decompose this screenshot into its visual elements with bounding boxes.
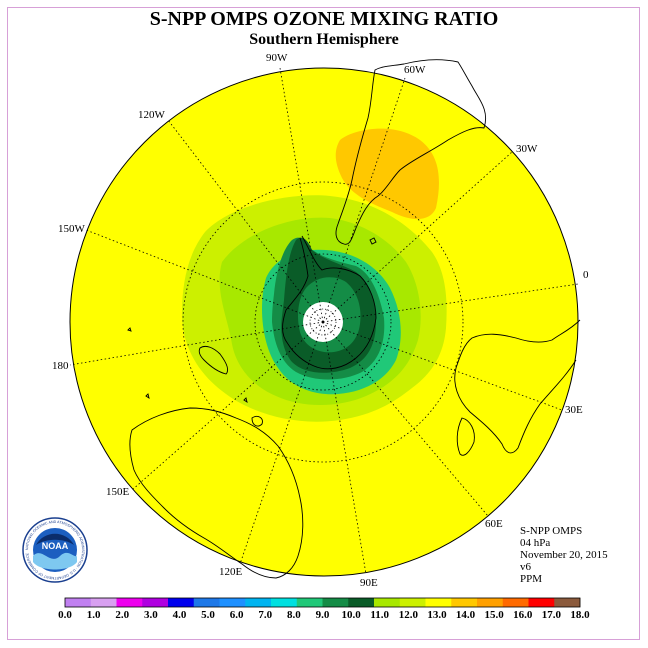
colorbar-swatch — [374, 598, 401, 607]
meridian-90e — [322, 321, 367, 575]
lon-label: 30E — [565, 404, 583, 416]
colorbar-tick-label: 13.0 — [427, 609, 447, 621]
colorbar-swatch — [168, 598, 195, 607]
colorbar-tick-label: 12.0 — [399, 609, 419, 621]
colorbar-swatch — [142, 598, 169, 607]
meridian-60w — [322, 77, 406, 323]
colorbar-swatch — [219, 598, 246, 607]
lon-label: 180 — [52, 360, 69, 372]
colorbar-swatch — [425, 598, 452, 607]
colorbar-tick-label: 18.0 — [570, 609, 590, 621]
colorbar-tick-label: 14.0 — [456, 609, 476, 621]
colorbar-swatch — [90, 598, 117, 607]
colorbar-tick-label: 7.0 — [258, 609, 272, 621]
colorbar-swatch — [502, 598, 529, 607]
lon-label: 60W — [404, 64, 426, 76]
colorbar-swatch — [296, 598, 323, 607]
coast-australia — [129, 407, 304, 579]
colorbar-swatch — [477, 598, 504, 607]
figure-border — [7, 7, 640, 640]
colorbar-tick-label: 6.0 — [230, 609, 244, 621]
colorbar-tick-label: 15.0 — [485, 609, 505, 621]
coast-south-america — [335, 59, 486, 245]
info-version: v6 — [520, 561, 531, 573]
figure-subtitle: Southern Hemisphere — [249, 31, 399, 48]
info-date: November 20, 2015 — [520, 549, 608, 561]
info-level: 04 hPa — [520, 537, 551, 549]
colorbar-swatch — [193, 598, 220, 607]
coast-africa — [454, 319, 581, 454]
colorbar-swatch — [322, 598, 349, 607]
logo-text: NOAA — [42, 541, 69, 551]
coast-madagascar — [456, 417, 475, 456]
colorbar-tick-label: 0.0 — [58, 609, 72, 621]
colorbar-tick-label: 8.0 — [287, 609, 301, 621]
meridian-180 — [69, 321, 324, 366]
meridian-60e — [322, 321, 489, 517]
colorbar: 0.0 1.0 2.0 3.0 4.0 5.0 6.0 7.0 8.0 9.0 10.0 11.0 12… — [58, 597, 590, 621]
colorbar-outline — [64, 597, 581, 608]
colorbar-swatch — [65, 598, 92, 607]
colorbar-tick-label: 11.0 — [370, 609, 389, 621]
info-block: S-NPP OMPS 04 hPa November 20, 2015 v6 P… — [520, 525, 608, 585]
map-outline — [69, 67, 579, 577]
info-instrument: S-NPP OMPS — [520, 525, 583, 537]
info-units: PPM — [520, 573, 543, 585]
colorbar-swatch — [554, 598, 581, 607]
colorbar-tick-label: 3.0 — [144, 609, 158, 621]
meridian-120e — [239, 321, 324, 565]
colorbar-tick-label: 17.0 — [542, 609, 562, 621]
meridian-120w — [167, 119, 324, 323]
colorbar-tick-label: 10.0 — [341, 609, 361, 621]
longitude-labels: 90W 60W 30W 0 30E 60E 90E 120E 150E 180 … — [52, 52, 589, 589]
colorbar-swatch — [245, 598, 272, 607]
colorbar-tick-label: 9.0 — [316, 609, 330, 621]
colorbar-swatch — [528, 598, 555, 607]
coast-antarctica — [282, 235, 377, 370]
coast-falklands — [369, 237, 377, 245]
logo-wave — [33, 552, 77, 570]
lon-label: 120E — [219, 566, 243, 578]
colorbar-swatch — [271, 598, 298, 607]
graticule — [69, 67, 579, 575]
noaa-logo: NOAA NATIONAL OCEANIC AND ATMOSPHERIC AD… — [22, 517, 88, 583]
coast-new-zealand — [198, 345, 229, 375]
colorbar-tick-label: 1.0 — [87, 609, 101, 621]
lon-label: 90E — [360, 577, 378, 589]
parallel-inner — [254, 253, 392, 391]
lon-label: 30W — [516, 143, 538, 155]
parallel-middle — [182, 181, 464, 463]
meridian-0 — [322, 283, 579, 323]
pole-graticule — [309, 308, 337, 336]
colorbar-swatch — [116, 598, 143, 607]
colorbar-swatch — [399, 598, 426, 607]
colorbar-swatch — [348, 598, 375, 607]
contour-orange-patch — [335, 128, 439, 220]
coast-islands — [127, 327, 248, 404]
logo-bird — [36, 533, 74, 545]
colorbar-tick-label: 4.0 — [173, 609, 187, 621]
lon-label: 90W — [266, 52, 288, 64]
colorbar-tick-label: 5.0 — [201, 609, 215, 621]
lon-label: 150E — [106, 486, 130, 498]
colorbar-tick-label: 2.0 — [115, 609, 129, 621]
lon-label: 60E — [485, 518, 503, 530]
figure-title: S-NPP OMPS OZONE MIXING RATIO — [149, 8, 499, 30]
coast-tasmania — [251, 415, 263, 427]
colorbar-tick-label: 16.0 — [513, 609, 533, 621]
coastlines — [127, 59, 581, 579]
meridian-30e — [322, 321, 563, 411]
colorbar-swatch — [451, 598, 478, 607]
meridian-90w — [279, 67, 324, 323]
lon-label: 150W — [58, 223, 86, 235]
lon-label: 0 — [583, 269, 589, 281]
lon-label: 120W — [138, 109, 166, 121]
